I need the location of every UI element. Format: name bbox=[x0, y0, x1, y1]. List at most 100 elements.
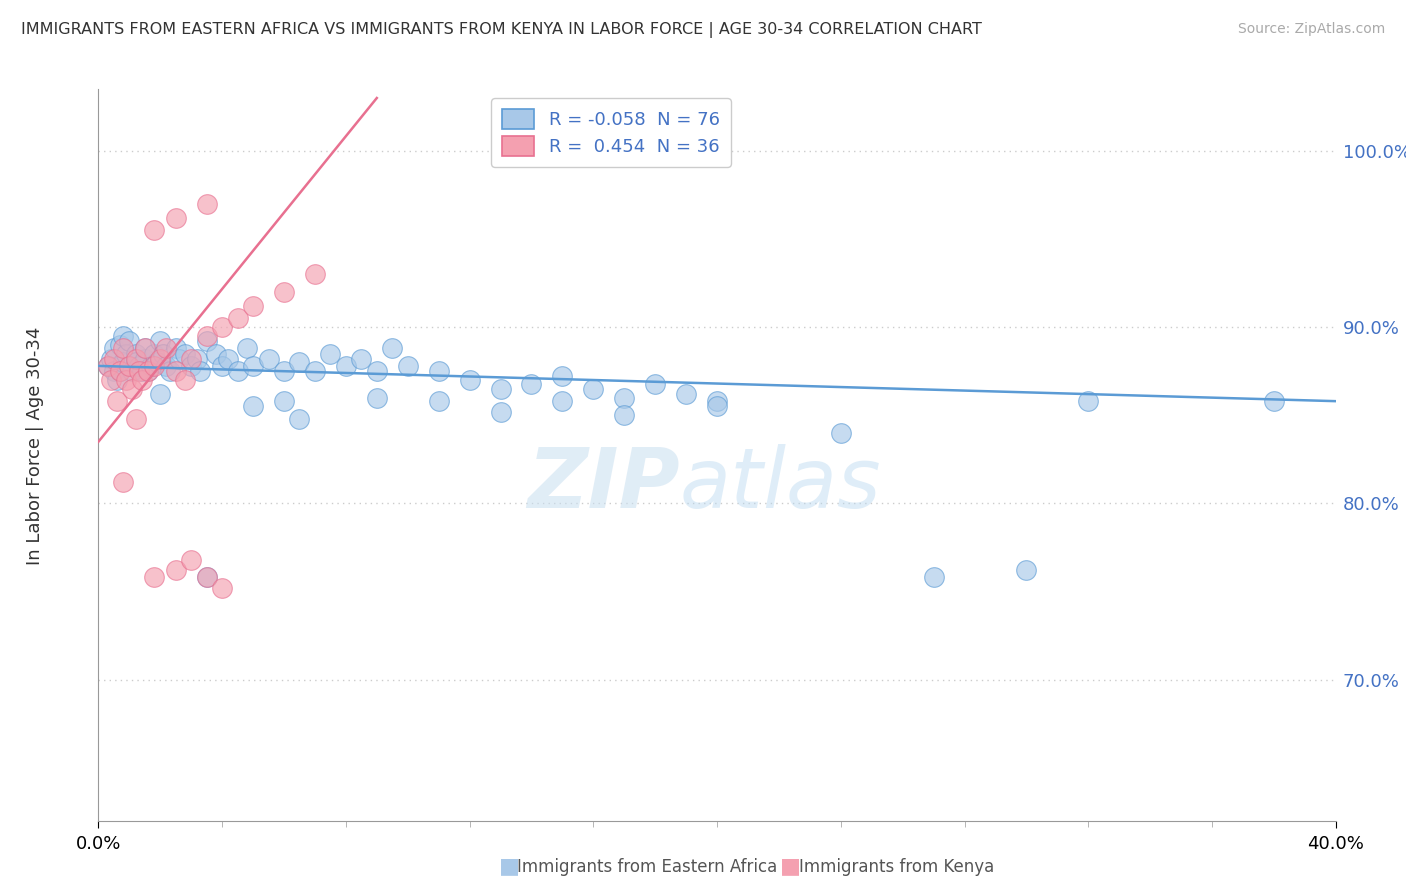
Point bbox=[273, 285, 295, 299]
Point bbox=[124, 346, 146, 360]
Point bbox=[100, 351, 122, 366]
Point bbox=[217, 351, 239, 366]
Point bbox=[226, 364, 249, 378]
Point bbox=[1263, 394, 1285, 409]
Point bbox=[644, 376, 666, 391]
Point bbox=[335, 359, 357, 373]
Point bbox=[136, 364, 159, 378]
Point bbox=[134, 341, 156, 355]
Point bbox=[118, 359, 141, 373]
Point bbox=[174, 346, 197, 360]
Point bbox=[103, 341, 125, 355]
Point bbox=[922, 570, 945, 584]
Point bbox=[112, 355, 135, 369]
Point bbox=[128, 359, 150, 373]
Point bbox=[121, 382, 143, 396]
Point bbox=[112, 329, 135, 343]
Point bbox=[115, 346, 138, 360]
Point bbox=[366, 364, 388, 378]
Point bbox=[152, 346, 174, 360]
Point bbox=[226, 311, 249, 326]
Point bbox=[143, 346, 166, 360]
Point bbox=[366, 391, 388, 405]
Point bbox=[236, 341, 259, 355]
Point bbox=[1015, 563, 1038, 577]
Point bbox=[211, 359, 233, 373]
Point bbox=[149, 351, 172, 366]
Text: atlas: atlas bbox=[681, 443, 882, 524]
Point bbox=[136, 364, 159, 378]
Point bbox=[97, 359, 120, 373]
Point bbox=[134, 341, 156, 355]
Point bbox=[121, 364, 143, 378]
Text: IMMIGRANTS FROM EASTERN AFRICA VS IMMIGRANTS FROM KENYA IN LABOR FORCE | AGE 30-: IMMIGRANTS FROM EASTERN AFRICA VS IMMIGR… bbox=[21, 22, 981, 38]
Point bbox=[195, 570, 218, 584]
Point bbox=[211, 581, 233, 595]
Point bbox=[134, 351, 156, 366]
Point bbox=[427, 364, 450, 378]
Text: ZIP: ZIP bbox=[527, 443, 681, 524]
Point bbox=[396, 359, 419, 373]
Point bbox=[205, 346, 228, 360]
Point bbox=[242, 299, 264, 313]
Point bbox=[675, 387, 697, 401]
Point bbox=[273, 364, 295, 378]
Point bbox=[195, 334, 218, 349]
Text: Immigrants from Eastern Africa: Immigrants from Eastern Africa bbox=[517, 858, 778, 876]
Point bbox=[551, 369, 574, 384]
Point bbox=[195, 570, 218, 584]
Point bbox=[108, 338, 131, 352]
Point bbox=[155, 341, 177, 355]
Point bbox=[304, 364, 326, 378]
Point bbox=[108, 364, 131, 378]
Point bbox=[165, 364, 187, 378]
Point bbox=[112, 341, 135, 355]
Point bbox=[458, 373, 481, 387]
Point bbox=[146, 355, 169, 369]
Point bbox=[97, 359, 120, 373]
Point bbox=[190, 364, 212, 378]
Point bbox=[180, 553, 202, 567]
Point bbox=[115, 373, 138, 387]
Point bbox=[186, 351, 208, 366]
Point bbox=[103, 351, 125, 366]
Point bbox=[242, 400, 264, 414]
Point bbox=[167, 351, 190, 366]
Point bbox=[124, 411, 146, 425]
Point bbox=[139, 359, 162, 373]
Point bbox=[273, 394, 295, 409]
Point bbox=[143, 570, 166, 584]
Point bbox=[489, 405, 512, 419]
Point bbox=[304, 267, 326, 281]
Point bbox=[165, 211, 187, 225]
Point bbox=[124, 355, 146, 369]
Point bbox=[489, 382, 512, 396]
Text: ■: ■ bbox=[499, 856, 520, 876]
Point bbox=[143, 359, 166, 373]
Point bbox=[105, 394, 128, 409]
Point bbox=[551, 394, 574, 409]
Point bbox=[195, 196, 218, 211]
Point bbox=[706, 394, 728, 409]
Point bbox=[108, 364, 131, 378]
Point bbox=[149, 387, 172, 401]
Point bbox=[520, 376, 543, 391]
Point bbox=[131, 364, 153, 378]
Point bbox=[143, 223, 166, 237]
Text: ■: ■ bbox=[780, 856, 801, 876]
Point bbox=[1077, 394, 1099, 409]
Point bbox=[100, 373, 122, 387]
Point bbox=[288, 411, 311, 425]
Point bbox=[242, 359, 264, 373]
Text: Source: ZipAtlas.com: Source: ZipAtlas.com bbox=[1237, 22, 1385, 37]
Point bbox=[381, 341, 404, 355]
Point bbox=[174, 373, 197, 387]
Point bbox=[165, 563, 187, 577]
Point bbox=[319, 346, 342, 360]
Point bbox=[613, 391, 636, 405]
Point bbox=[131, 373, 153, 387]
Point bbox=[159, 364, 181, 378]
Legend: R = -0.058  N = 76, R =  0.454  N = 36: R = -0.058 N = 76, R = 0.454 N = 36 bbox=[491, 98, 731, 167]
Point bbox=[257, 351, 280, 366]
Point bbox=[180, 351, 202, 366]
